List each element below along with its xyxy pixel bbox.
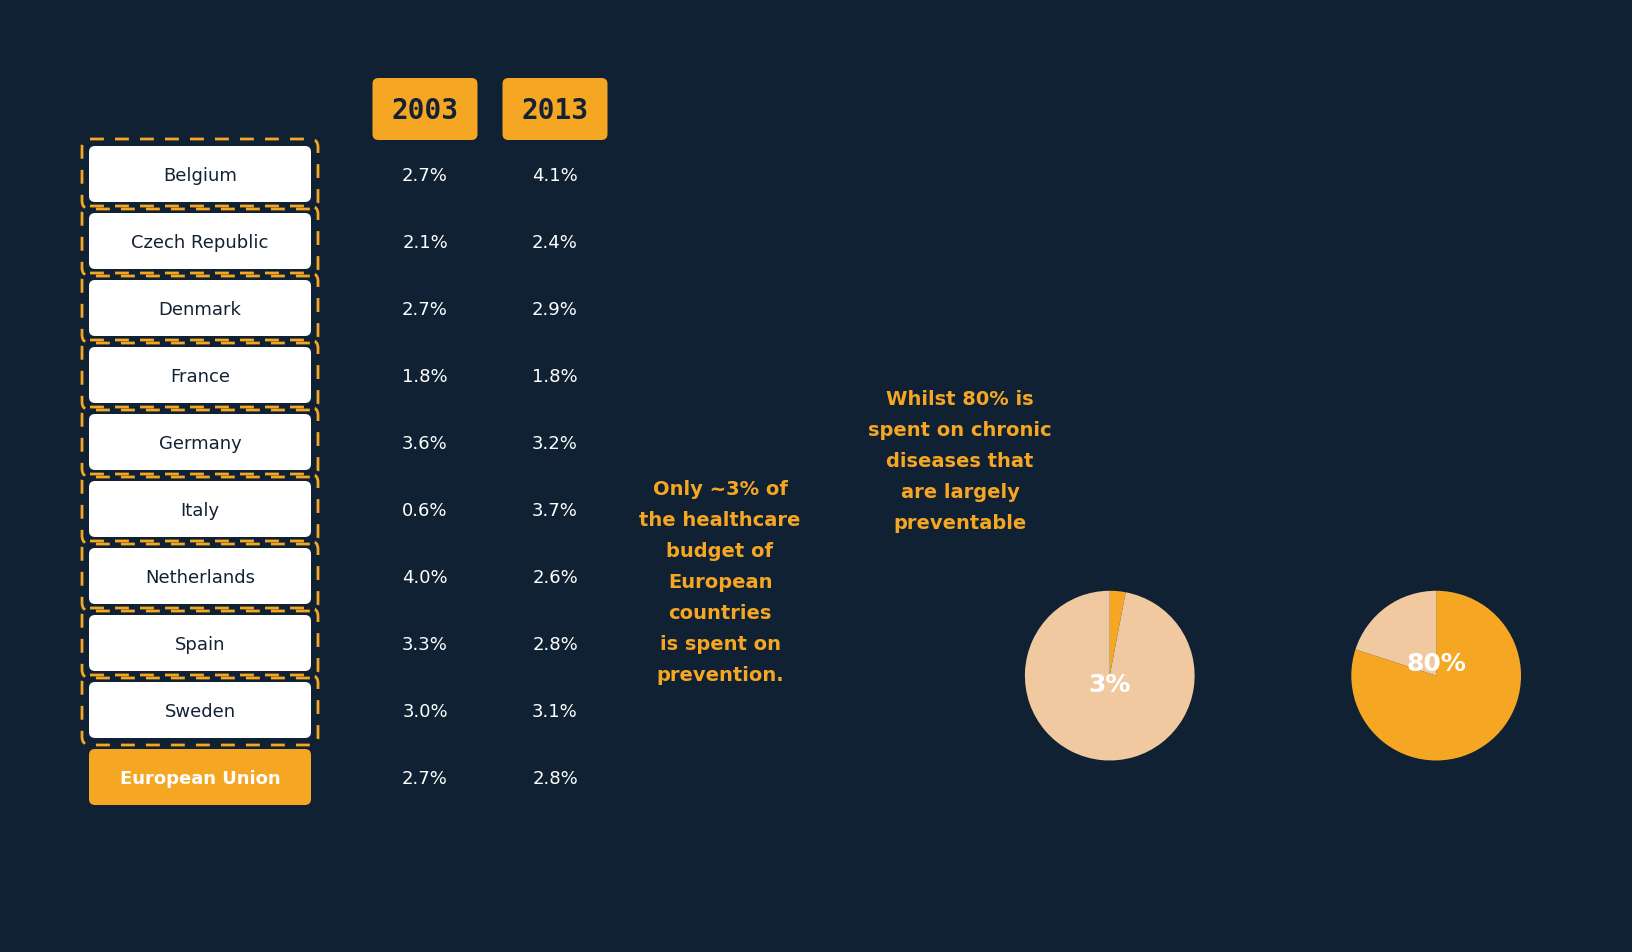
- Text: 1.8%: 1.8%: [532, 367, 578, 386]
- FancyBboxPatch shape: [503, 79, 607, 141]
- FancyBboxPatch shape: [90, 683, 312, 738]
- Text: Czech Republic: Czech Republic: [131, 234, 269, 251]
- Wedge shape: [1351, 591, 1521, 761]
- Text: 80%: 80%: [1407, 651, 1466, 675]
- Text: 2.6%: 2.6%: [532, 568, 578, 586]
- Text: 3.7%: 3.7%: [532, 502, 578, 520]
- Text: 4.0%: 4.0%: [401, 568, 447, 586]
- Text: Sweden: Sweden: [165, 703, 235, 721]
- Text: Italy: Italy: [181, 502, 220, 520]
- FancyBboxPatch shape: [90, 414, 312, 470]
- FancyBboxPatch shape: [90, 281, 312, 337]
- Text: 2013: 2013: [522, 97, 589, 125]
- FancyBboxPatch shape: [90, 615, 312, 671]
- Text: 1.8%: 1.8%: [401, 367, 447, 386]
- Text: 2003: 2003: [392, 97, 459, 125]
- Text: 2.8%: 2.8%: [532, 769, 578, 787]
- Text: 3.6%: 3.6%: [401, 434, 447, 452]
- Text: 2.7%: 2.7%: [401, 301, 447, 319]
- FancyBboxPatch shape: [90, 347, 312, 404]
- Text: 4.1%: 4.1%: [532, 167, 578, 185]
- Text: European Union: European Union: [119, 769, 281, 787]
- Text: 2.1%: 2.1%: [401, 234, 447, 251]
- Text: Netherlands: Netherlands: [145, 568, 255, 586]
- Text: 3.2%: 3.2%: [532, 434, 578, 452]
- Text: France: France: [170, 367, 230, 386]
- FancyBboxPatch shape: [90, 548, 312, 605]
- Text: Germany: Germany: [158, 434, 242, 452]
- Text: Belgium: Belgium: [163, 167, 237, 185]
- Text: 2.7%: 2.7%: [401, 167, 447, 185]
- Text: 3.0%: 3.0%: [401, 703, 447, 721]
- FancyBboxPatch shape: [90, 147, 312, 203]
- FancyBboxPatch shape: [90, 482, 312, 538]
- Text: Denmark: Denmark: [158, 301, 242, 319]
- Text: 3.3%: 3.3%: [401, 635, 447, 653]
- Text: 2.9%: 2.9%: [532, 301, 578, 319]
- Text: Only ~3% of
the healthcare
budget of
European
countries
is spent on
prevention.: Only ~3% of the healthcare budget of Eur…: [640, 480, 801, 684]
- Text: 2.8%: 2.8%: [532, 635, 578, 653]
- Wedge shape: [1356, 591, 1436, 676]
- Wedge shape: [1025, 591, 1195, 761]
- Text: 2.4%: 2.4%: [532, 234, 578, 251]
- Text: 3.1%: 3.1%: [532, 703, 578, 721]
- FancyBboxPatch shape: [90, 749, 312, 805]
- Text: Whilst 80% is
spent on chronic
diseases that
are largely
preventable: Whilst 80% is spent on chronic diseases …: [868, 389, 1051, 532]
- Text: 2.7%: 2.7%: [401, 769, 447, 787]
- FancyBboxPatch shape: [90, 214, 312, 269]
- FancyBboxPatch shape: [372, 79, 478, 141]
- Text: Spain: Spain: [175, 635, 225, 653]
- Text: 3%: 3%: [1089, 672, 1131, 696]
- Wedge shape: [1110, 591, 1126, 676]
- Text: 0.6%: 0.6%: [401, 502, 447, 520]
